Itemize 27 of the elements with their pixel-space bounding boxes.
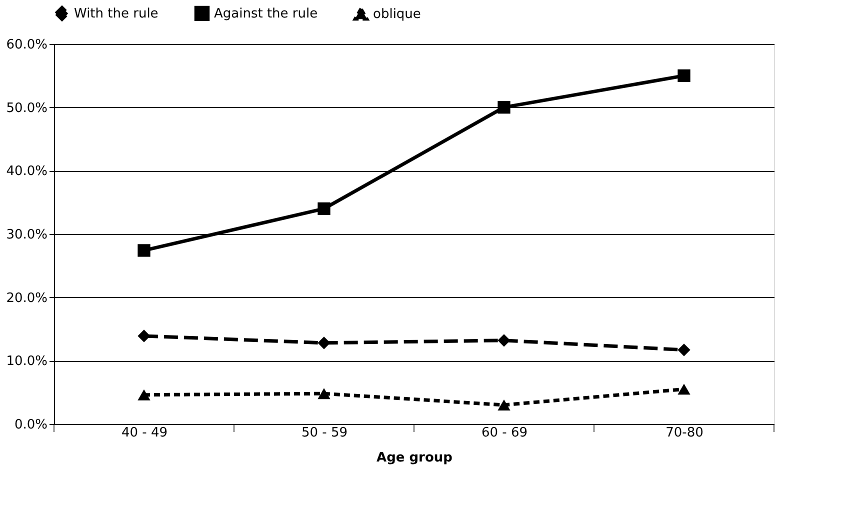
point	[138, 330, 150, 342]
y-tick-label: 60.0%	[6, 38, 48, 52]
point	[318, 336, 330, 350]
point	[498, 400, 510, 410]
legend-label: With the rule	[74, 6, 158, 22]
point	[678, 384, 690, 395]
point	[498, 334, 510, 347]
point	[678, 69, 690, 82]
y-tick-label: 0.0%	[14, 418, 48, 432]
y-tick-label: 20.0%	[6, 290, 48, 306]
y-tick-label: 50.0%	[6, 100, 48, 116]
y-tick-label: 30.0%	[6, 228, 48, 242]
x-tick-label: 70-80	[666, 426, 704, 440]
x-tick-label: 40 - 49	[121, 426, 168, 440]
y-tick-label: 40.0%	[6, 164, 48, 180]
point	[318, 202, 330, 215]
point	[318, 388, 330, 400]
point	[138, 389, 150, 400]
legend-label: Against the rule	[214, 6, 318, 22]
point	[498, 101, 510, 114]
point	[678, 344, 690, 356]
y-tick-label: 10.0%	[6, 354, 48, 370]
legend-label: oblique	[373, 6, 421, 22]
x-tick-label: 60 - 69	[481, 426, 528, 440]
point	[138, 244, 150, 257]
x-axis-title: Age group	[376, 450, 452, 466]
x-tick-label: 50 - 59	[301, 426, 348, 440]
